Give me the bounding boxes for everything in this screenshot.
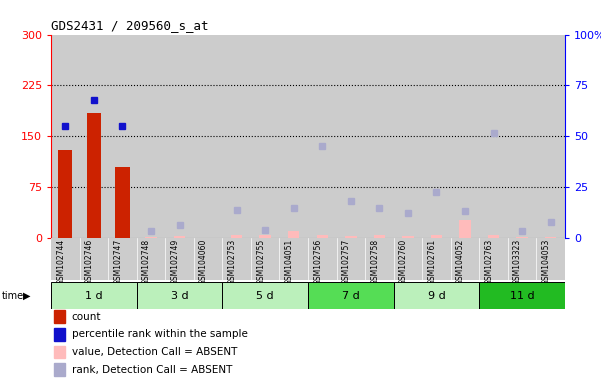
Text: GSM104053: GSM104053 (542, 239, 551, 285)
Bar (508, 238, 536, 280)
Bar (402, 236, 413, 238)
Bar (165, 238, 194, 280)
Text: GSM102753: GSM102753 (228, 239, 237, 285)
Bar (545, 237, 557, 238)
Text: GSM102746: GSM102746 (85, 239, 94, 285)
Bar (459, 220, 471, 238)
Bar (337, 35, 365, 238)
Bar (536, 35, 565, 238)
Text: GSM104051: GSM104051 (285, 239, 294, 285)
Bar (51, 35, 79, 238)
Bar (136, 282, 222, 309)
Bar (279, 238, 308, 280)
Text: GSM102758: GSM102758 (370, 239, 379, 285)
Bar (108, 35, 136, 238)
Bar (488, 235, 499, 238)
Text: GDS2431 / 209560_s_at: GDS2431 / 209560_s_at (51, 19, 209, 32)
Text: 11 d: 11 d (510, 291, 534, 301)
Bar (251, 35, 279, 238)
Bar (260, 235, 271, 238)
Bar (536, 238, 565, 280)
Text: time: time (2, 291, 24, 301)
Bar (516, 237, 528, 238)
Bar (53, 310, 65, 323)
Bar (479, 282, 565, 309)
Bar (251, 238, 279, 280)
Bar (288, 231, 299, 238)
Bar (479, 35, 508, 238)
Text: GSM102763: GSM102763 (484, 239, 493, 285)
Text: ▶: ▶ (23, 291, 30, 301)
Bar (174, 236, 185, 238)
Bar (108, 238, 136, 280)
Text: GSM103323: GSM103323 (513, 239, 522, 285)
Bar (222, 282, 308, 309)
Bar (365, 35, 394, 238)
Bar (279, 35, 308, 238)
Text: GSM102747: GSM102747 (114, 239, 123, 285)
Bar (337, 238, 365, 280)
Text: GSM104060: GSM104060 (199, 239, 208, 285)
Text: count: count (72, 311, 101, 321)
Bar (53, 346, 65, 358)
Text: GSM102756: GSM102756 (313, 239, 322, 285)
Bar (87, 113, 101, 238)
Bar (431, 235, 442, 238)
Bar (53, 363, 65, 376)
Bar (58, 150, 73, 238)
Bar (422, 35, 451, 238)
Bar (394, 282, 479, 309)
Bar (308, 282, 394, 309)
Text: value, Detection Call = ABSENT: value, Detection Call = ABSENT (72, 347, 237, 357)
Text: GSM102755: GSM102755 (256, 239, 265, 285)
Text: 9 d: 9 d (427, 291, 445, 301)
Text: GSM102749: GSM102749 (171, 239, 180, 285)
Bar (51, 282, 136, 309)
Bar (136, 238, 165, 280)
Text: rank, Detection Call = ABSENT: rank, Detection Call = ABSENT (72, 365, 232, 375)
Bar (194, 35, 222, 238)
Text: GSM102761: GSM102761 (427, 239, 436, 285)
Bar (308, 238, 337, 280)
Text: 1 d: 1 d (85, 291, 103, 301)
Bar (451, 35, 479, 238)
Bar (451, 238, 479, 280)
Bar (222, 238, 251, 280)
Text: 5 d: 5 d (257, 291, 274, 301)
Bar (308, 35, 337, 238)
Bar (394, 238, 422, 280)
Bar (374, 235, 385, 238)
Text: GSM102760: GSM102760 (399, 239, 408, 285)
Bar (165, 35, 194, 238)
Bar (53, 328, 65, 341)
Bar (115, 167, 130, 238)
Bar (365, 238, 394, 280)
Text: percentile rank within the sample: percentile rank within the sample (72, 329, 248, 339)
Bar (508, 35, 536, 238)
Bar (345, 236, 356, 238)
Text: GSM104052: GSM104052 (456, 239, 465, 285)
Bar (422, 238, 451, 280)
Bar (79, 238, 108, 280)
Bar (79, 35, 108, 238)
Text: GSM102757: GSM102757 (342, 239, 351, 285)
Bar (145, 237, 157, 238)
Text: GSM102744: GSM102744 (56, 239, 66, 285)
Text: GSM102748: GSM102748 (142, 239, 151, 285)
Text: 7 d: 7 d (342, 291, 360, 301)
Bar (136, 35, 165, 238)
Text: 3 d: 3 d (171, 291, 188, 301)
Bar (231, 235, 242, 238)
Bar (394, 35, 422, 238)
Bar (51, 238, 79, 280)
Bar (317, 235, 328, 238)
Bar (222, 35, 251, 238)
Bar (194, 238, 222, 280)
Bar (479, 238, 508, 280)
